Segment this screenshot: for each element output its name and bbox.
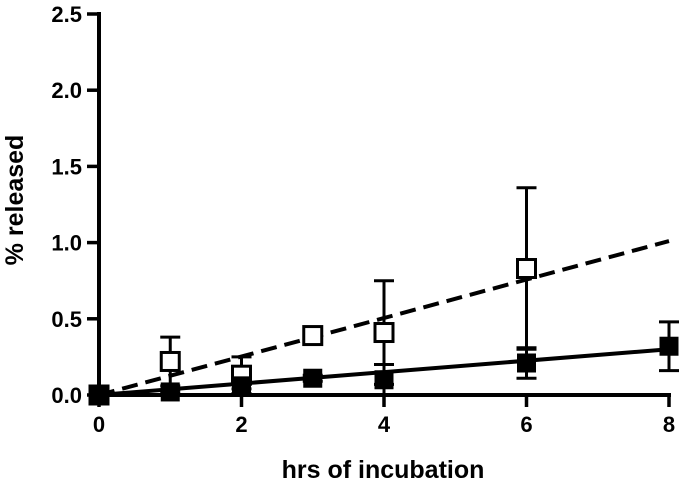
x-tick-label: 4: [378, 412, 391, 437]
filled-square-marker: [659, 336, 679, 356]
x-axis-title: hrs of incubation: [282, 456, 485, 484]
open-square-marker: [516, 258, 537, 280]
error-bars: [160, 186, 679, 397]
x-tick-label: 0: [93, 412, 105, 437]
filled-square-marker: [374, 370, 394, 390]
filled-square-marker: [517, 353, 536, 373]
axes: [87, 12, 671, 407]
filled-square-marker: [303, 368, 323, 388]
y-tick-label: 0.0: [51, 383, 82, 408]
y-tick-label: 1.5: [51, 154, 82, 179]
y-tick-label: 0.5: [51, 307, 82, 332]
y-tick-label: 2.0: [51, 78, 82, 103]
open-square-marker: [373, 322, 395, 344]
open-square-marker: [159, 350, 181, 372]
x-tick-label: 6: [520, 412, 532, 437]
filled-square-marker: [89, 385, 109, 405]
tick-labels: 0.0 0.5 1.0 1.5 2.0 2.5 0 2 4 6 8: [51, 2, 675, 437]
y-axis-title: % released: [1, 135, 29, 266]
data-markers: [88, 258, 679, 406]
filled-square-marker: [160, 382, 180, 402]
x-tick-label: 8: [663, 412, 675, 437]
y-tick-label: 1.0: [51, 231, 82, 256]
open-square-marker: [302, 325, 324, 347]
y-tick-label: 2.5: [51, 2, 82, 27]
x-tick-label: 2: [235, 412, 247, 437]
filled-square-marker: [232, 376, 251, 396]
